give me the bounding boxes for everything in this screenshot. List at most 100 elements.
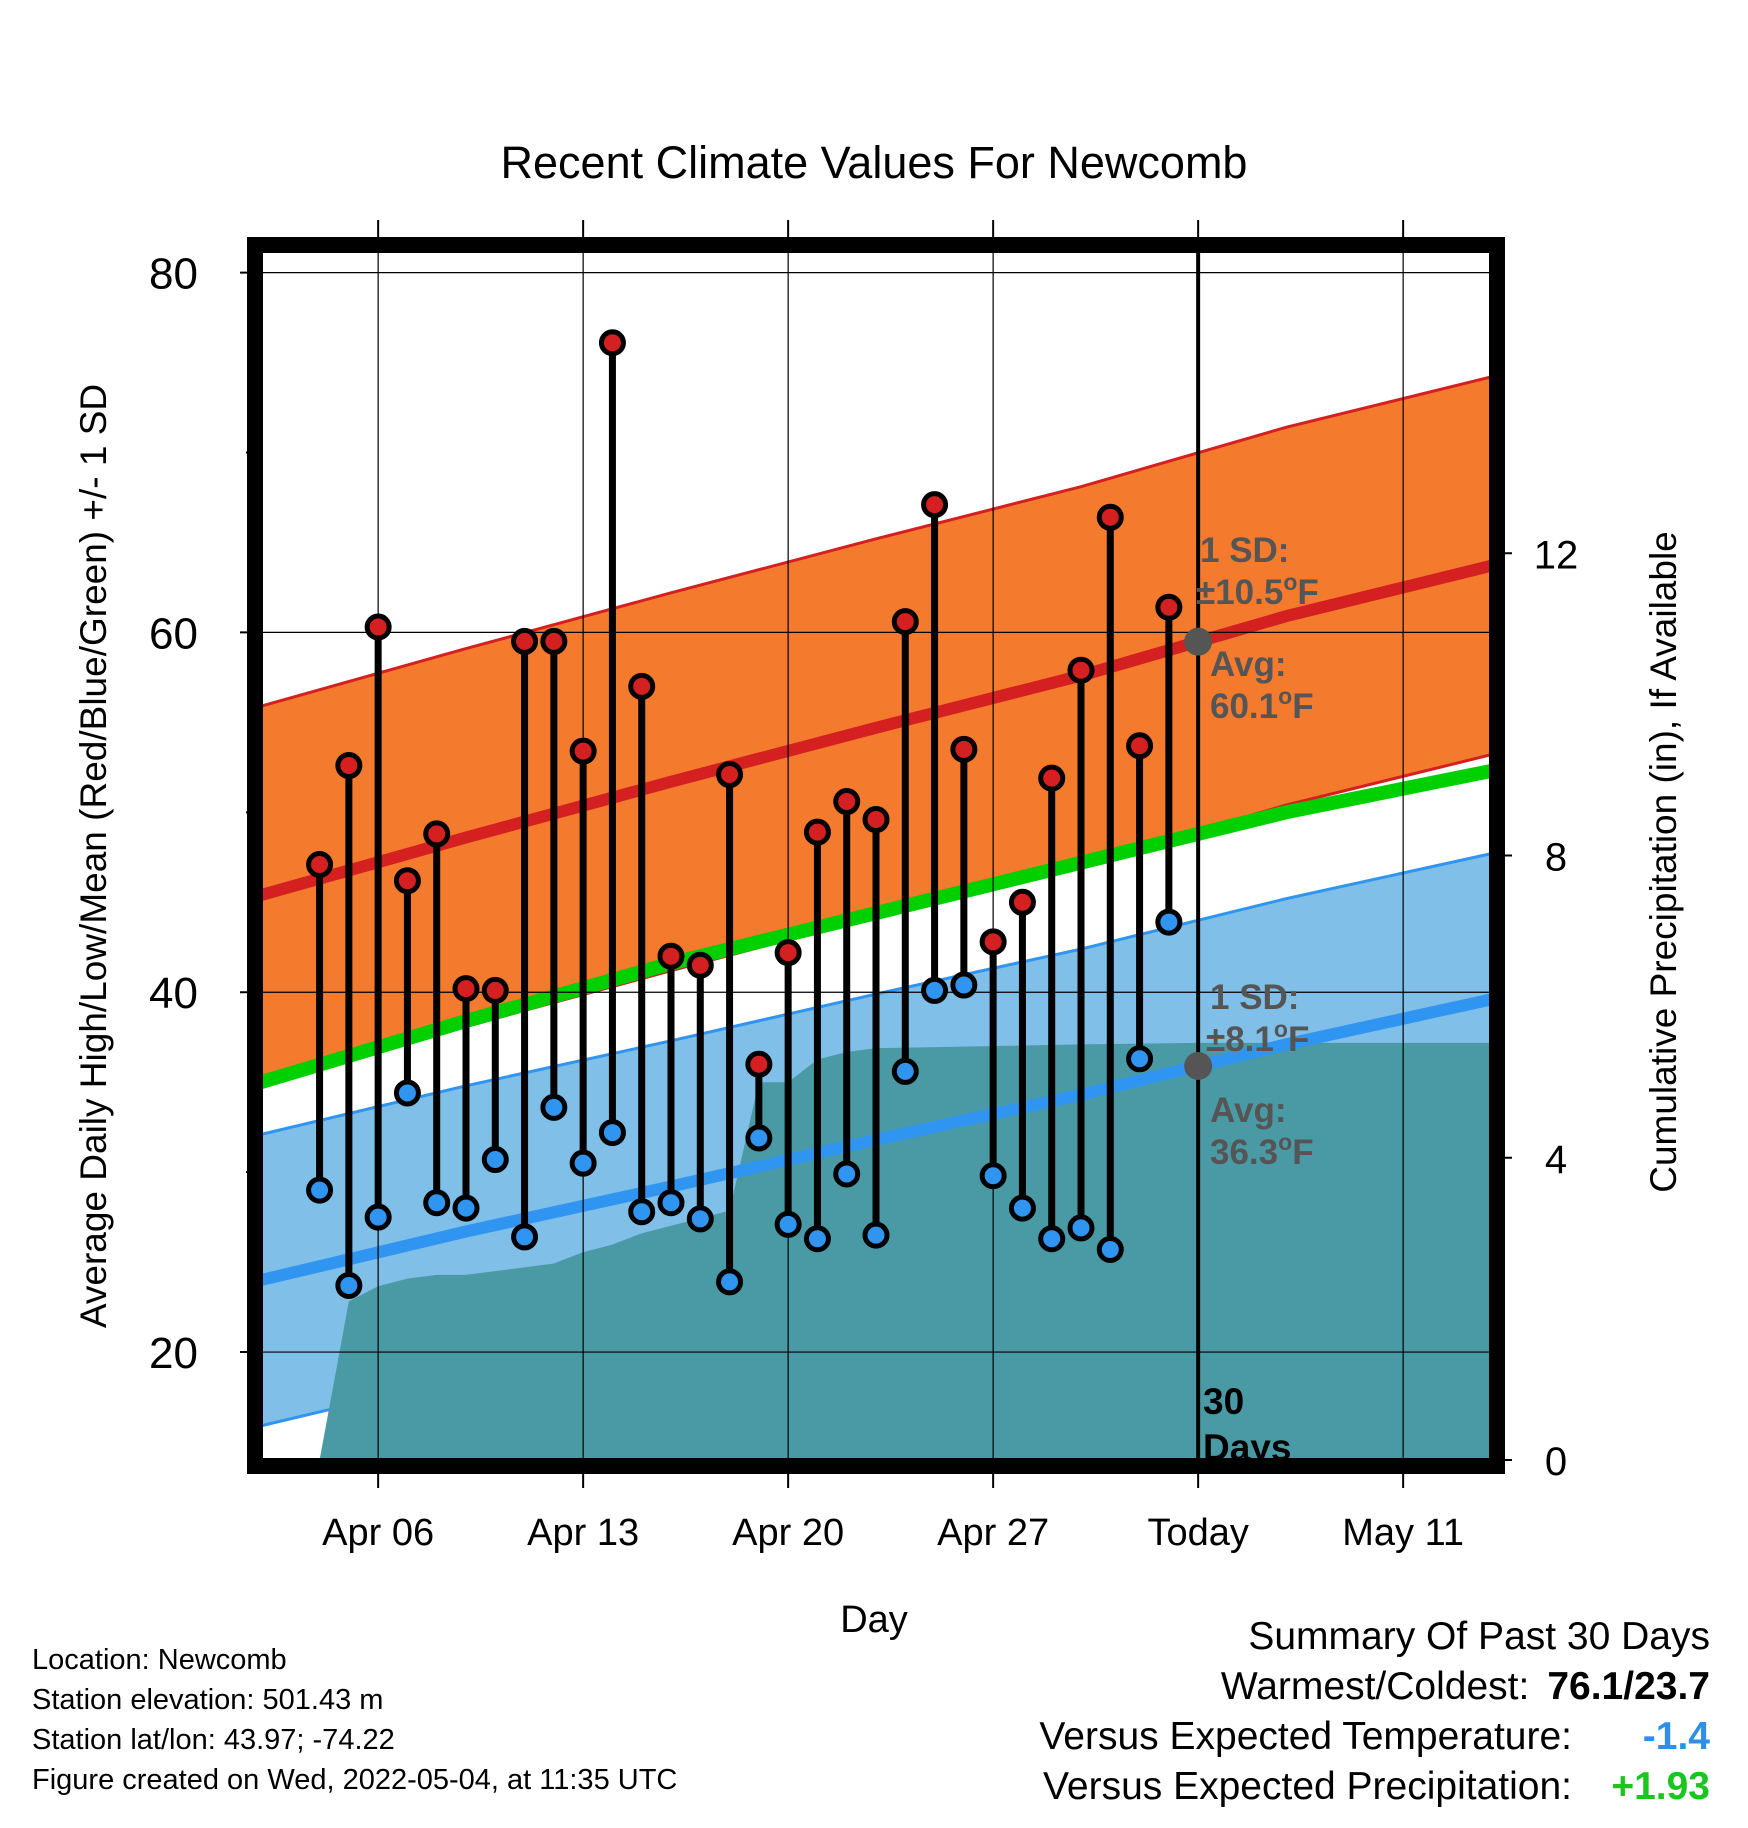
- high-point: [628, 672, 656, 700]
- high-sd-value: ±10.5oF: [1196, 569, 1319, 612]
- today-window-label: Days: [1203, 1427, 1291, 1468]
- high-point: [1038, 764, 1066, 792]
- low-point: [481, 1146, 509, 1174]
- low-point: [950, 971, 978, 999]
- low-point: [628, 1198, 656, 1226]
- low-point: [862, 1221, 890, 1249]
- high-point: [423, 820, 451, 848]
- chart-title: Recent Climate Values For Newcomb: [501, 137, 1248, 188]
- normal-high-line: [261, 560, 1491, 901]
- low-avg-label: Avg:: [1210, 1091, 1286, 1130]
- today-window-label: 30: [1203, 1381, 1244, 1422]
- high-avg-value: 60.1oF: [1210, 683, 1314, 726]
- x-tick-label: Apr 06: [322, 1512, 434, 1554]
- created-text: Figure created on Wed, 2022-05-04, at 11…: [32, 1764, 678, 1796]
- summary-panel: Summary Of Past 30 Days Warmest/Coldest:…: [1039, 1612, 1710, 1812]
- low-point: [921, 976, 949, 1004]
- low-point: [306, 1176, 334, 1204]
- high-point: [774, 939, 802, 967]
- elevation-text: Station elevation: 501.43 m: [32, 1684, 384, 1716]
- y2-tick-label: 12: [1534, 533, 1579, 577]
- temp-departure-value: -1.4: [1642, 1715, 1710, 1758]
- high-point: [686, 951, 714, 979]
- y2-axis-label: Cumulative Precipitation (in), If Availa…: [1643, 531, 1684, 1193]
- high-point: [393, 867, 421, 895]
- high-sd-label: 1 SD:: [1200, 531, 1289, 570]
- today-low-avg-marker: [1184, 1051, 1213, 1080]
- low-point: [979, 1162, 1007, 1190]
- warmest-coldest-label: Warmest/Coldest:: [1220, 1665, 1530, 1708]
- low-point: [364, 1203, 392, 1231]
- low-point: [1155, 908, 1183, 936]
- y-tick-label: 20: [149, 1329, 198, 1378]
- low-point: [686, 1205, 714, 1233]
- high-point: [862, 806, 890, 834]
- y-axis-label: Average Daily High/Low/Mean (Red/Blue/Gr…: [73, 384, 114, 1328]
- high-point: [950, 735, 978, 763]
- low-point: [833, 1160, 861, 1188]
- y2-tick-label: 4: [1545, 1138, 1567, 1182]
- high-point: [1008, 888, 1036, 916]
- x-tick-label: Apr 20: [732, 1512, 844, 1554]
- high-point: [891, 608, 919, 636]
- high-point: [481, 976, 509, 1004]
- high-point: [833, 788, 861, 816]
- x-tick-label: May 11: [1342, 1512, 1464, 1554]
- low-point: [716, 1268, 744, 1296]
- high-point: [598, 329, 626, 357]
- y-tick-label: 40: [149, 969, 198, 1018]
- high-point: [1126, 732, 1154, 760]
- latlon-text: Station lat/lon: 43.97; -74.22: [32, 1724, 395, 1756]
- low-point: [1008, 1194, 1036, 1222]
- high-point: [540, 627, 568, 655]
- low-point: [657, 1189, 685, 1217]
- y2-tick-label: 8: [1545, 836, 1567, 880]
- precip-departure-row: Versus Expected Precipitation: +1.93: [1039, 1762, 1710, 1812]
- low-point: [1067, 1214, 1095, 1242]
- low-point: [569, 1149, 597, 1177]
- low-point: [774, 1210, 802, 1238]
- low-point: [1096, 1236, 1124, 1264]
- low-point: [1038, 1225, 1066, 1253]
- high-point: [803, 818, 831, 846]
- high-point: [745, 1050, 773, 1078]
- low-point: [423, 1189, 451, 1217]
- high-point: [511, 627, 539, 655]
- temp-departure-label: Versus Expected Temperature:: [1039, 1715, 1572, 1758]
- low-point: [1126, 1045, 1154, 1073]
- today-high-avg-marker: [1184, 627, 1213, 656]
- x-axis-label: Day: [840, 1599, 908, 1641]
- high-point: [1155, 593, 1183, 621]
- x-tick-label: Apr 27: [937, 1512, 1049, 1554]
- high-avg-label: Avg:: [1210, 645, 1286, 684]
- low-point: [452, 1194, 480, 1222]
- high-point: [979, 928, 1007, 956]
- low-point: [335, 1271, 363, 1299]
- x-tick-label: Apr 13: [527, 1512, 639, 1554]
- precip-departure-value: +1.93: [1611, 1765, 1710, 1808]
- high-point: [364, 613, 392, 641]
- warmest-coldest-value: 76.1/23.7: [1547, 1665, 1710, 1708]
- high-point: [1067, 656, 1095, 684]
- low-point: [540, 1093, 568, 1121]
- low-point: [511, 1223, 539, 1251]
- high-point: [452, 975, 480, 1003]
- low-sd-label: 1 SD:: [1210, 978, 1299, 1017]
- low-avg-value: 36.3oF: [1210, 1129, 1314, 1172]
- location-text: Location: Newcomb: [32, 1644, 287, 1676]
- y-tick-label: 60: [149, 609, 198, 658]
- low-point: [393, 1079, 421, 1107]
- temp-departure-row: Versus Expected Temperature: -1.4: [1039, 1712, 1710, 1762]
- high-point: [569, 737, 597, 765]
- precip-departure-label: Versus Expected Precipitation:: [1043, 1765, 1572, 1808]
- high-point: [921, 491, 949, 519]
- precip-area: [261, 1042, 1491, 1460]
- high-point: [1096, 503, 1124, 531]
- warmest-coldest-row: Warmest/Coldest: 76.1/23.7: [1039, 1662, 1710, 1712]
- low-point: [803, 1225, 831, 1253]
- x-tick-label: Today: [1147, 1512, 1248, 1554]
- high-point: [657, 942, 685, 970]
- station-info: Location: Newcomb Station elevation: 501…: [32, 1640, 677, 1800]
- y2-tick-label: 0: [1545, 1440, 1567, 1484]
